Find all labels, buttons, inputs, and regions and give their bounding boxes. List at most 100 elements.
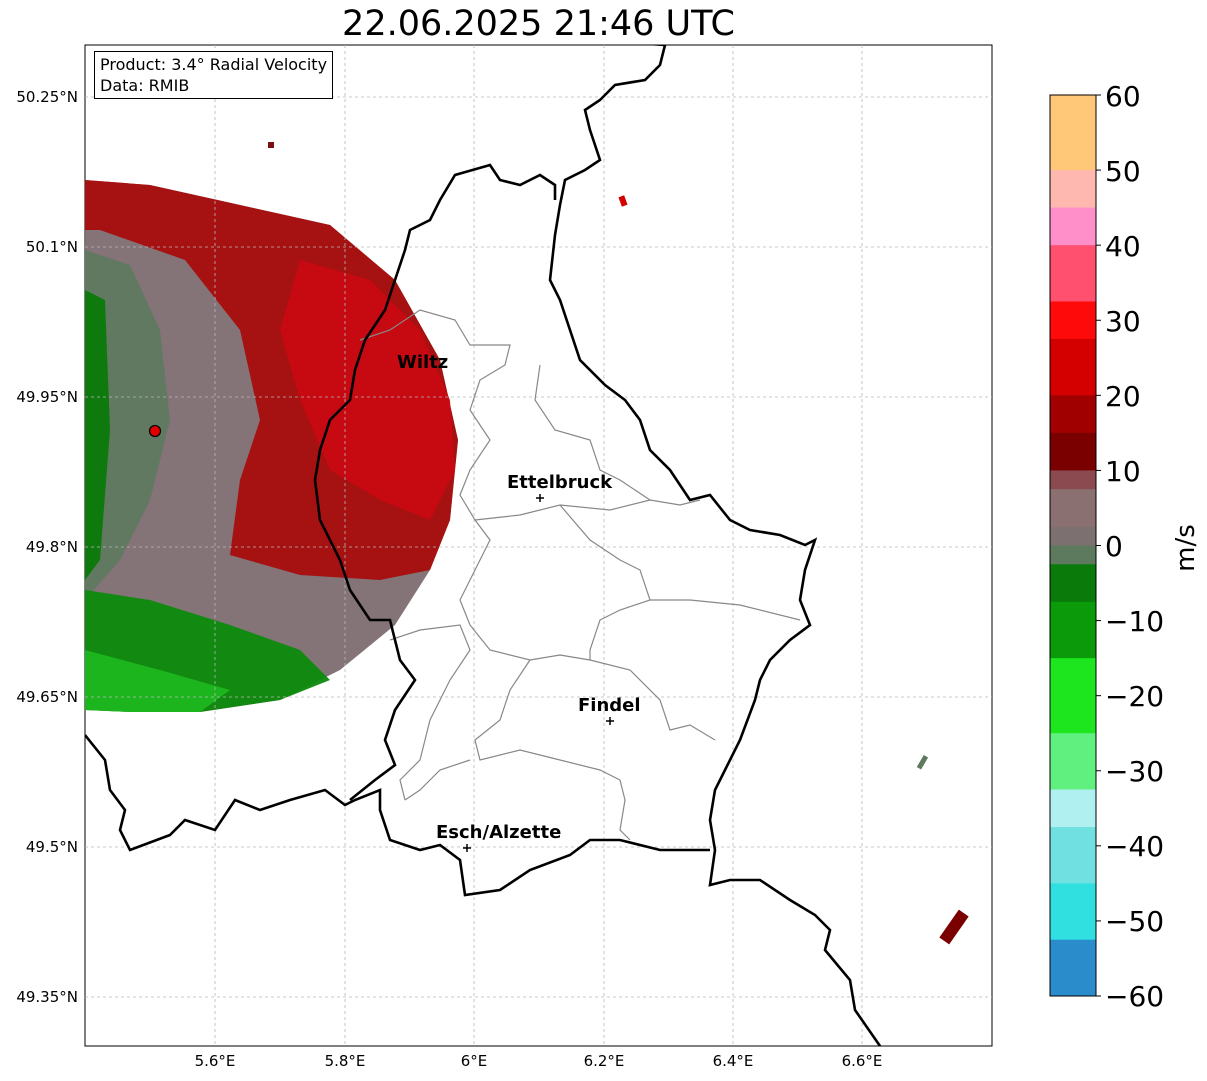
- colorbar-step: [1050, 282, 1096, 302]
- colorbar-step: [1050, 376, 1096, 396]
- lat-label: 50.25°N: [16, 88, 78, 106]
- colorbar-tick: −10: [1105, 605, 1164, 638]
- product-info-box: Product: 3.4° Radial Velocity Data: RMIB: [94, 51, 334, 99]
- lat-label: 49.65°N: [16, 688, 78, 706]
- longitude-labels: 5.6°E 5.8°E 6°E 6.2°E 6.4°E 6.6°E: [195, 1052, 883, 1070]
- colorbar-tick: 20: [1105, 380, 1141, 413]
- colorbar-step: [1050, 320, 1096, 340]
- colorbar-step: [1050, 883, 1096, 903]
- colorbar-step: [1050, 920, 1096, 941]
- colorbar-tick: −50: [1105, 905, 1164, 938]
- lat-label: 49.35°N: [16, 988, 78, 1006]
- colorbar-step: [1050, 789, 1096, 809]
- colorbar-step: [1050, 170, 1096, 190]
- colorbar-step: [1050, 113, 1096, 134]
- colorbar-step: [1050, 977, 1096, 997]
- colorbar-step: [1050, 432, 1096, 453]
- colorbar-step: [1050, 902, 1096, 922]
- colorbar-step: [1050, 695, 1096, 715]
- lon-label: 6.2°E: [584, 1052, 625, 1070]
- city-ettelbruck[interactable]: Ettelbruck: [507, 472, 613, 502]
- city-esch-alzette[interactable]: Esch/Alzette: [436, 822, 561, 852]
- colorbar-step: [1050, 339, 1096, 359]
- colorbar: 60 50 40 30 20 10 0 −10 −20 −30 −40 −50 …: [1049, 80, 1201, 1013]
- colorbar-step: [1050, 827, 1096, 847]
- city-marker-findel: [606, 717, 614, 725]
- colorbar-step: [1050, 151, 1096, 171]
- canton-boundaries: [359, 309, 801, 841]
- colorbar-tick: 10: [1105, 455, 1141, 488]
- colorbar-step: [1050, 639, 1096, 659]
- colorbar-step: [1050, 733, 1096, 753]
- colorbar-step: [1050, 470, 1096, 490]
- colorbar-step: [1050, 770, 1096, 791]
- radar-site-marker[interactable]: [148, 424, 162, 438]
- lat-label: 50.1°N: [26, 238, 78, 256]
- colorbar-tick: 60: [1105, 80, 1141, 113]
- colorbar-step: [1050, 188, 1096, 209]
- colorbar-step: [1050, 583, 1096, 603]
- colorbar-step: [1050, 245, 1096, 265]
- colorbar-tick: 40: [1105, 230, 1141, 263]
- colorbar-step: [1050, 489, 1096, 509]
- city-label-esch-alzette: Esch/Alzette: [436, 822, 561, 843]
- colorbar-step: [1050, 845, 1096, 866]
- national-borders: [85, 45, 882, 1046]
- lat-label: 49.8°N: [26, 538, 78, 556]
- colorbar-step: [1050, 958, 1096, 978]
- latitude-labels: 50.25°N 50.1°N 49.95°N 49.8°N 49.65°N 49…: [16, 88, 78, 1006]
- map-content: Wiltz Ettelbruck Findel Esch/Alzette: [85, 45, 992, 1046]
- colorbar-step: [1050, 526, 1096, 546]
- lat-label: 49.95°N: [16, 388, 78, 406]
- data-source-label: Data: RMIB: [100, 76, 190, 95]
- lon-label: 6°E: [461, 1052, 488, 1070]
- colorbar-step: [1050, 676, 1096, 697]
- colorbar-step: [1050, 301, 1096, 321]
- city-findel[interactable]: Findel: [578, 695, 641, 725]
- colorbar-step: [1050, 808, 1096, 828]
- lon-label: 6.4°E: [713, 1052, 754, 1070]
- colorbar-tick: −60: [1105, 980, 1164, 1013]
- lon-label: 6.6°E: [842, 1052, 883, 1070]
- colorbar-step: [1050, 751, 1096, 772]
- city-label-ettelbruck: Ettelbruck: [507, 472, 613, 493]
- city-label-findel: Findel: [578, 695, 641, 716]
- city-label-wiltz: Wiltz: [397, 352, 448, 373]
- city-wiltz[interactable]: Wiltz: [397, 352, 448, 373]
- colorbar-tick: −30: [1105, 755, 1164, 788]
- colorbar-tick: 30: [1105, 305, 1141, 338]
- lon-label: 5.8°E: [325, 1052, 366, 1070]
- colorbar-ticks: 60 50 40 30 20 10 0 −10 −20 −30 −40 −50 …: [1096, 80, 1164, 1013]
- lat-label: 49.5°N: [26, 838, 78, 856]
- colorbar-label: m/s: [1171, 524, 1201, 572]
- colorbar-step: [1050, 507, 1096, 528]
- colorbar-step: [1050, 601, 1096, 622]
- product-label: Product: 3.4° Radial Velocity: [100, 55, 328, 74]
- colorbar-step: [1050, 95, 1096, 115]
- colorbar-step: [1050, 620, 1096, 640]
- colorbar-step: [1050, 414, 1096, 434]
- colorbar-step: [1050, 939, 1096, 959]
- colorbar-step: [1050, 545, 1096, 565]
- colorbar-step: [1050, 564, 1096, 584]
- colorbar-step: [1050, 132, 1096, 152]
- lon-label: 5.6°E: [195, 1052, 236, 1070]
- city-marker-esch-alzette: [463, 844, 471, 852]
- colorbar-step: [1050, 451, 1096, 471]
- map-title: 22.06.2025 21:46 UTC: [342, 4, 735, 44]
- city-marker-ettelbruck: [536, 494, 544, 502]
- radar-echo-field: [85, 142, 969, 945]
- colorbar-step: [1050, 395, 1096, 415]
- colorbar-tick: −40: [1105, 830, 1164, 863]
- colorbar-step: [1050, 263, 1096, 284]
- colorbar-tick: 0: [1105, 530, 1123, 563]
- colorbar-step: [1050, 714, 1096, 734]
- colorbar-step: [1050, 226, 1096, 246]
- colorbar-step: [1050, 357, 1096, 378]
- colorbar-step: [1050, 658, 1096, 678]
- colorbar-step: [1050, 207, 1096, 227]
- colorbar-tick: 50: [1105, 155, 1141, 188]
- colorbar-tick: −20: [1105, 680, 1164, 713]
- colorbar-step: [1050, 864, 1096, 884]
